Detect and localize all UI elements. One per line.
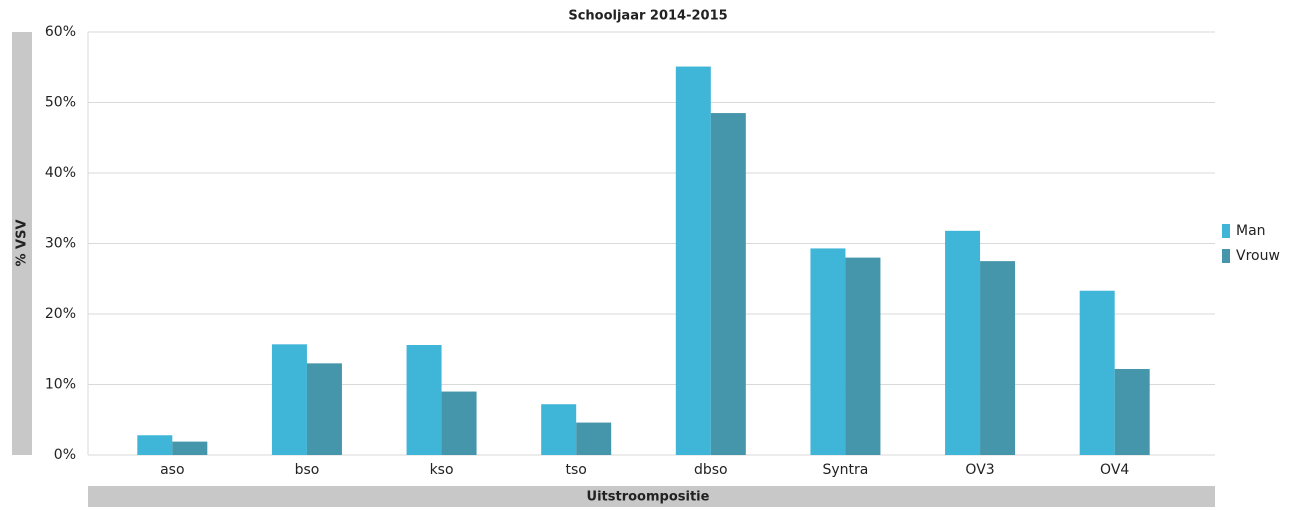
bar: [980, 261, 1016, 455]
bar: [810, 248, 846, 455]
x-tick-label: OV4: [1100, 462, 1129, 478]
x-axis-label: Uitstroompositie: [587, 490, 710, 505]
y-axis-label: % VSV: [15, 219, 30, 266]
legend-label: Vrouw: [1236, 248, 1280, 264]
y-label-band: [12, 32, 32, 455]
y-tick-label: 30%: [45, 236, 76, 252]
bar: [172, 441, 208, 455]
x-tick-label: tso: [566, 462, 587, 478]
x-tick-label: kso: [430, 462, 454, 478]
bar: [945, 230, 981, 455]
bar: [137, 435, 173, 455]
bar: [675, 66, 711, 456]
bar: [441, 391, 477, 455]
bar: [576, 422, 612, 455]
bar: [271, 344, 307, 455]
x-tick-label: aso: [160, 462, 184, 478]
bar: [1079, 290, 1115, 455]
x-label-band: [88, 486, 1215, 507]
y-tick-label: 10%: [45, 377, 76, 393]
y-tick-label: 60%: [45, 24, 76, 40]
y-tick-label: 40%: [45, 165, 76, 181]
x-tick-label: dbso: [694, 462, 728, 478]
bar: [306, 363, 342, 455]
bar: [1114, 368, 1150, 455]
bar: [710, 113, 746, 455]
y-tick-label: 20%: [45, 306, 76, 322]
x-tick-label: Syntra: [823, 462, 869, 478]
chart-title: Schooljaar 2014-2015: [568, 9, 727, 24]
y-tick-label: 0%: [54, 447, 76, 463]
legend-label: Man: [1236, 223, 1266, 239]
bar: [406, 345, 442, 455]
x-tick-label: bso: [295, 462, 320, 478]
bar: [845, 257, 881, 455]
y-tick-label: 50%: [45, 95, 76, 111]
bar: [541, 404, 577, 455]
legend-swatch: [1222, 224, 1230, 238]
legend-swatch: [1222, 249, 1230, 263]
x-tick-label: OV3: [965, 462, 994, 478]
